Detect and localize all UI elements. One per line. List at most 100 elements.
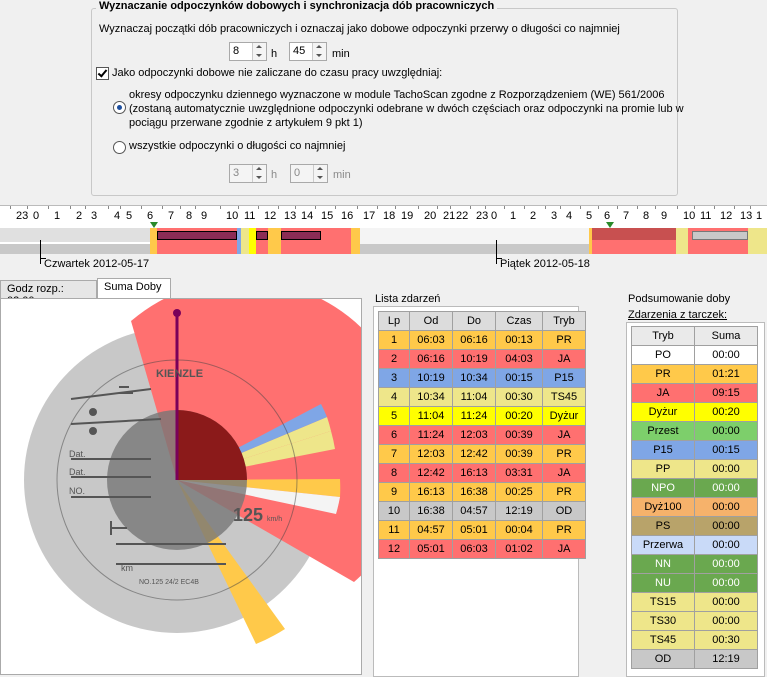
table-row[interactable]: 4 10:34 11:04 00:30 TS45 <box>378 387 586 407</box>
summary-cell: TS15 <box>631 592 695 612</box>
event-cell: 8 <box>378 463 410 483</box>
timeline-tick: 10 <box>226 210 239 222</box>
timeline-tick: 23 <box>476 210 489 222</box>
timeline-bar[interactable] <box>0 222 767 264</box>
event-cell: 16:13 <box>409 482 453 502</box>
timeline-tick: 7 <box>623 210 630 222</box>
summary-cell: Przest <box>631 421 695 441</box>
timeline-tick: 7 <box>168 210 175 222</box>
table-row[interactable]: PP 00:00 <box>631 459 758 479</box>
table-row[interactable]: 7 12:03 12:42 00:39 PR <box>378 444 586 464</box>
events-header-lp[interactable]: Lp <box>378 311 410 331</box>
events-header-od[interactable]: Od <box>409 311 453 331</box>
table-row[interactable]: 12 05:01 06:03 01:02 JA <box>378 539 586 559</box>
rest-checkbox[interactable] <box>96 67 109 80</box>
table-row[interactable]: OD 12:19 <box>631 649 758 669</box>
minutes2-unit: min <box>333 169 351 181</box>
table-row[interactable]: 11 04:57 05:01 00:04 PR <box>378 520 586 540</box>
minutes2-stepper[interactable]: 0 <box>290 164 328 183</box>
event-cell: 06:03 <box>452 539 496 559</box>
hours-stepper[interactable]: 8 <box>229 42 267 61</box>
table-row[interactable]: TS45 00:30 <box>631 630 758 650</box>
table-row[interactable]: 6 11:24 12:03 00:39 JA <box>378 425 586 445</box>
event-cell: 10 <box>378 501 410 521</box>
hours-stepper-arrows[interactable] <box>252 43 266 60</box>
timeline-tick: 0 <box>491 210 498 222</box>
settings-group-title: Wyznaczanie odpoczynków dobowych i synch… <box>96 0 498 12</box>
hours-unit: h <box>271 48 278 60</box>
table-row[interactable]: 1 06:03 06:16 00:13 PR <box>378 330 586 350</box>
summary-cell: 00:00 <box>694 535 758 555</box>
radio-all-rests[interactable] <box>113 141 126 154</box>
timeline-tick: 3 <box>91 210 98 222</box>
minutes2-stepper-arrows[interactable] <box>313 165 327 182</box>
summary-cell: 00:00 <box>694 459 758 479</box>
table-row[interactable]: 8 12:42 16:13 03:31 JA <box>378 463 586 483</box>
summary-cell: NN <box>631 554 695 574</box>
minutes-stepper-arrows[interactable] <box>312 43 326 60</box>
table-row[interactable]: 2 06:16 10:19 04:03 JA <box>378 349 586 369</box>
summary-cell: 00:30 <box>694 630 758 650</box>
timeline-tick: 6 <box>147 210 154 222</box>
timeline-tick: 9 <box>661 210 668 222</box>
tab-day-sum[interactable]: Suma Doby <box>97 278 171 299</box>
timeline-tick: 2 <box>530 210 537 222</box>
summary-header-suma[interactable]: Suma <box>694 326 758 346</box>
hours2-stepper-arrows[interactable] <box>252 165 266 182</box>
radio-tachoscan[interactable] <box>113 101 126 114</box>
timeline-tick: 11 <box>244 210 256 222</box>
table-row[interactable]: Przest 00:00 <box>631 421 758 441</box>
event-cell: PR <box>542 482 586 502</box>
event-cell: 2 <box>378 349 410 369</box>
event-cell: 16:38 <box>452 482 496 502</box>
radio-tachoscan-line3: pociągu przerwane zgodnie z artykułem 9 … <box>129 117 363 129</box>
table-row[interactable]: Przerwa 00:00 <box>631 535 758 555</box>
event-cell: 12:03 <box>452 425 496 445</box>
event-cell: 00:04 <box>495 520 543 540</box>
timeline-tick: 23 <box>16 210 29 222</box>
table-row[interactable]: Dyż100 00:00 <box>631 497 758 517</box>
timeline-tick: 19 <box>401 210 414 222</box>
tab-start-hour[interactable]: Godz rozp.: 02:00 <box>0 280 97 307</box>
table-row[interactable]: PS 00:00 <box>631 516 758 536</box>
table-row[interactable]: 5 11:04 11:24 00:20 Dyżur <box>378 406 586 426</box>
table-row[interactable]: 10 16:38 04:57 12:19 OD <box>378 501 586 521</box>
event-cell: 03:31 <box>495 463 543 483</box>
event-cell: 00:39 <box>495 425 543 445</box>
event-cell: 1 <box>378 330 410 350</box>
table-row[interactable]: NN 00:00 <box>631 554 758 574</box>
table-row[interactable]: 9 16:13 16:38 00:25 PR <box>378 482 586 502</box>
table-row[interactable]: 3 10:19 10:34 00:15 P15 <box>378 368 586 388</box>
summary-cell: 00:00 <box>694 573 758 593</box>
timeline-tick: 0 <box>33 210 40 222</box>
event-cell: TS45 <box>542 387 586 407</box>
table-row[interactable]: NPO 00:00 <box>631 478 758 498</box>
summary-cell: 01:21 <box>694 364 758 384</box>
event-cell: 11:04 <box>409 406 453 426</box>
events-header-czas[interactable]: Czas <box>495 311 543 331</box>
summary-cell: 00:00 <box>694 554 758 574</box>
summary-header-tryb[interactable]: Tryb <box>631 326 695 346</box>
table-row[interactable]: P15 00:15 <box>631 440 758 460</box>
event-cell: 3 <box>378 368 410 388</box>
table-row[interactable]: TS15 00:00 <box>631 592 758 612</box>
table-row[interactable]: TS30 00:00 <box>631 611 758 631</box>
radio-all-rests-label: wszystkie odpoczynki o długości co najmn… <box>129 140 346 152</box>
hours2-stepper[interactable]: 3 <box>229 164 267 183</box>
disc-steering-icon <box>119 386 133 394</box>
hours-value: 8 <box>233 45 240 57</box>
events-header-tryb[interactable]: Tryb <box>542 311 586 331</box>
event-cell: 00:39 <box>495 444 543 464</box>
table-row[interactable]: NU 00:00 <box>631 573 758 593</box>
disc-driving-icon <box>89 408 97 416</box>
timeline-tick: 6 <box>604 210 611 222</box>
rest-checkbox-label: Jako odpoczynki dobowe nie zaliczane do … <box>112 67 443 79</box>
table-row[interactable]: PR 01:21 <box>631 364 758 384</box>
table-row[interactable]: PO 00:00 <box>631 345 758 365</box>
events-header-do[interactable]: Do <box>452 311 496 331</box>
table-row[interactable]: JA 09:15 <box>631 383 758 403</box>
event-cell: 12 <box>378 539 410 559</box>
minutes-stepper[interactable]: 45 <box>289 42 327 61</box>
timeline-tick: 11 <box>700 210 712 222</box>
table-row[interactable]: Dyżur 00:20 <box>631 402 758 422</box>
